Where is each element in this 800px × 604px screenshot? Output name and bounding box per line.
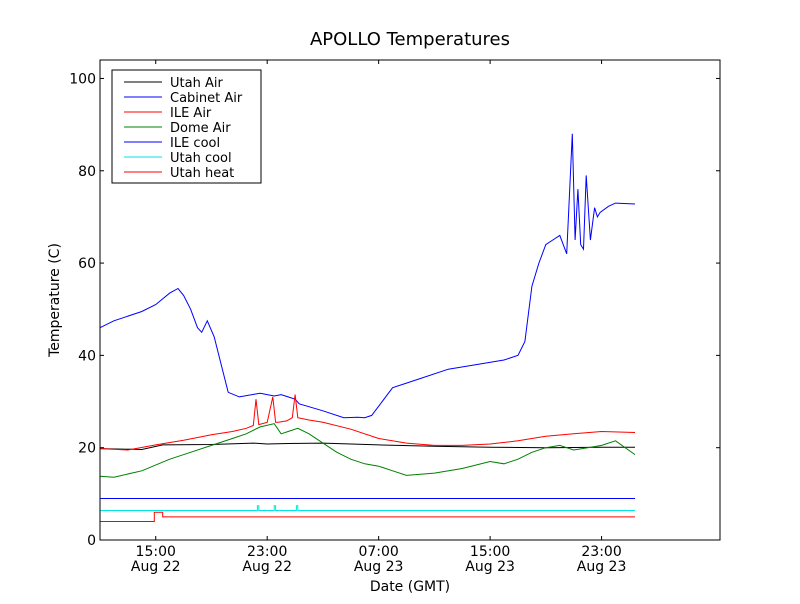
legend-label: Dome Air bbox=[170, 121, 231, 136]
plot-frame bbox=[99, 59, 721, 541]
y-axis-label: Temperature (C) bbox=[47, 243, 63, 358]
y-tick-label: 60 bbox=[78, 256, 96, 272]
legend-label: Utah heat bbox=[170, 166, 234, 181]
x-tick-time-label: 15:00 bbox=[136, 544, 176, 560]
y-tick-label: 80 bbox=[78, 164, 96, 180]
x-tick-date-label: Aug 22 bbox=[242, 559, 292, 575]
series-line-utah-cool bbox=[100, 505, 635, 511]
x-axis-label: Date (GMT) bbox=[370, 579, 450, 595]
series-line-cabinet-air bbox=[99, 133, 636, 419]
legend-label: ILE cool bbox=[170, 136, 220, 151]
legend-label: Utah cool bbox=[170, 151, 232, 166]
x-tick-date-label: Aug 23 bbox=[354, 559, 404, 575]
x-tick-time-label: 23:00 bbox=[247, 544, 287, 560]
x-tick-time-label: 23:00 bbox=[581, 544, 621, 560]
plot-lines bbox=[99, 133, 636, 522]
chart-title: APOLLO Temperatures bbox=[310, 29, 510, 50]
y-tick-label: 0 bbox=[87, 533, 96, 549]
y-tick-label: 100 bbox=[69, 71, 96, 87]
legend-label: Cabinet Air bbox=[170, 91, 243, 106]
series-line-dome-air bbox=[99, 423, 636, 478]
series-line-utah-heat bbox=[100, 511, 635, 522]
x-tick-date-label: Aug 23 bbox=[577, 559, 627, 575]
x-tick-time-label: 07:00 bbox=[358, 544, 398, 560]
series-line-utah-air bbox=[99, 442, 635, 451]
x-tick-date-label: Aug 22 bbox=[131, 559, 181, 575]
y-tick-label: 20 bbox=[78, 441, 96, 457]
x-tick-date-label: Aug 23 bbox=[465, 559, 515, 575]
legend-label: ILE Air bbox=[170, 106, 212, 121]
series-line-ile-air bbox=[99, 394, 636, 451]
legend-label: Utah Air bbox=[170, 76, 223, 91]
y-tick-label: 40 bbox=[78, 348, 96, 364]
x-tick-time-label: 15:00 bbox=[470, 544, 510, 560]
